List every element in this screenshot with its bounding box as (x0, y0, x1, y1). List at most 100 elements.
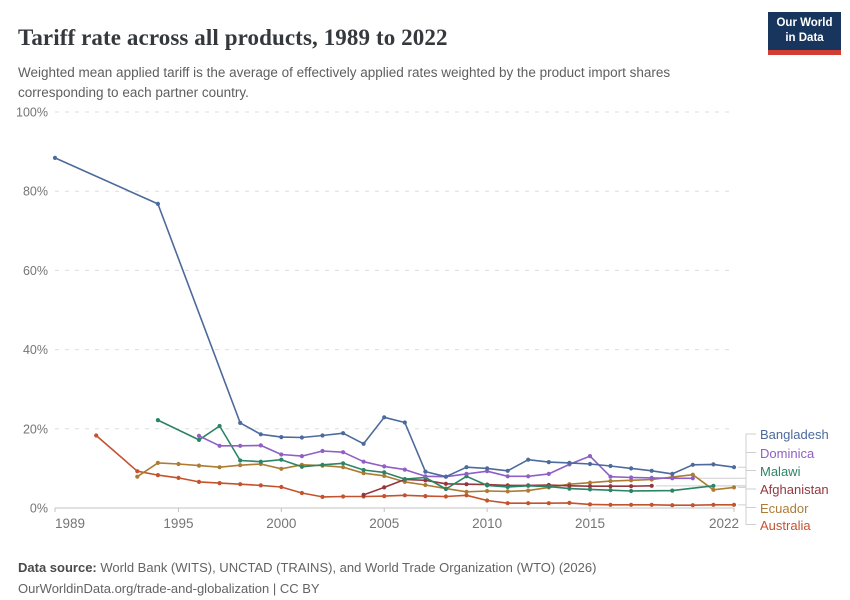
data-point-australia[interactable] (217, 481, 222, 486)
data-point-bangladesh[interactable] (402, 420, 407, 425)
data-point-australia[interactable] (135, 469, 140, 474)
data-point-malawi[interactable] (341, 461, 346, 466)
data-point-dominica[interactable] (649, 475, 654, 480)
legend-item-australia[interactable]: Australia (760, 517, 811, 533)
data-point-afghanistan[interactable] (361, 492, 366, 497)
data-point-malawi[interactable] (402, 477, 407, 482)
data-point-australia[interactable] (567, 500, 572, 505)
data-point-dominica[interactable] (196, 433, 202, 438)
data-point-malawi[interactable] (608, 488, 613, 493)
data-point-australia[interactable] (526, 501, 531, 506)
data-point-bangladesh[interactable] (423, 469, 428, 474)
data-point-ecuador[interactable] (238, 463, 243, 468)
data-point-bangladesh[interactable] (485, 466, 490, 471)
data-point-dominica[interactable] (587, 454, 593, 459)
data-point-malawi[interactable] (155, 418, 160, 423)
data-point-afghanistan[interactable] (382, 485, 387, 490)
data-point-bangladesh[interactable] (587, 461, 593, 467)
data-point-australia[interactable] (670, 503, 675, 508)
data-point-ecuador[interactable] (135, 474, 140, 479)
data-point-australia[interactable] (196, 479, 202, 484)
data-point-bangladesh[interactable] (52, 155, 58, 160)
data-point-malawi[interactable] (485, 483, 490, 488)
data-point-australia[interactable] (608, 502, 613, 507)
data-point-dominica[interactable] (546, 471, 551, 476)
data-point-dominica[interactable] (402, 467, 407, 472)
data-point-australia[interactable] (443, 494, 448, 499)
data-point-ecuador[interactable] (196, 463, 202, 468)
data-point-bangladesh[interactable] (258, 432, 263, 437)
data-point-bangladesh[interactable] (629, 466, 634, 471)
data-point-ecuador[interactable] (382, 473, 387, 478)
data-point-australia[interactable] (423, 494, 428, 499)
data-point-ecuador[interactable] (731, 485, 737, 490)
data-point-dominica[interactable] (238, 443, 243, 448)
data-point-bangladesh[interactable] (382, 415, 387, 420)
data-point-bangladesh[interactable] (526, 457, 531, 462)
data-point-australia[interactable] (711, 502, 716, 507)
data-point-bangladesh[interactable] (361, 441, 366, 446)
data-point-dominica[interactable] (299, 454, 304, 459)
data-point-malawi[interactable] (629, 488, 634, 494)
data-point-bangladesh[interactable] (155, 201, 160, 206)
legend-item-ecuador[interactable]: Ecuador (760, 500, 809, 516)
data-point-afghanistan[interactable] (587, 484, 593, 489)
data-point-bangladesh[interactable] (608, 463, 613, 469)
data-point-dominica[interactable] (217, 443, 222, 448)
data-point-ecuador[interactable] (464, 489, 469, 494)
data-point-malawi[interactable] (196, 437, 202, 442)
data-point-malawi[interactable] (505, 484, 510, 490)
data-point-malawi[interactable] (526, 483, 531, 488)
data-point-afghanistan[interactable] (443, 481, 448, 486)
data-point-malawi[interactable] (238, 458, 243, 463)
data-point-ecuador[interactable] (526, 488, 531, 493)
data-point-bangladesh[interactable] (320, 433, 325, 438)
data-point-dominica[interactable] (423, 474, 428, 479)
data-point-australia[interactable] (320, 494, 325, 499)
data-point-malawi[interactable] (279, 457, 284, 462)
data-point-ecuador[interactable] (423, 482, 428, 488)
data-point-australia[interactable] (731, 502, 737, 507)
data-point-bangladesh[interactable] (546, 460, 551, 465)
data-point-ecuador[interactable] (341, 465, 346, 470)
data-point-bangladesh[interactable] (279, 435, 284, 440)
data-point-bangladesh[interactable] (567, 460, 572, 465)
data-point-ecuador[interactable] (361, 471, 366, 476)
data-point-ecuador[interactable] (711, 487, 716, 492)
data-point-australia[interactable] (587, 502, 593, 507)
legend-item-dominica[interactable]: Dominica (760, 445, 815, 461)
data-point-australia[interactable] (649, 502, 654, 507)
data-point-bangladesh[interactable] (238, 420, 243, 425)
data-point-dominica[interactable] (505, 474, 510, 479)
data-point-malawi[interactable] (567, 486, 572, 491)
data-point-afghanistan[interactable] (629, 484, 634, 489)
data-point-bangladesh[interactable] (670, 471, 675, 476)
data-point-dominica[interactable] (258, 443, 263, 448)
data-point-malawi[interactable] (217, 423, 222, 429)
data-point-australia[interactable] (690, 503, 695, 508)
data-point-ecuador[interactable] (505, 489, 510, 494)
data-point-dominica[interactable] (670, 476, 675, 481)
data-point-afghanistan[interactable] (464, 482, 469, 487)
data-point-dominica[interactable] (464, 471, 469, 476)
data-point-malawi[interactable] (320, 462, 325, 467)
data-point-malawi[interactable] (382, 470, 387, 475)
data-point-dominica[interactable] (690, 476, 695, 481)
data-point-bangladesh[interactable] (731, 465, 737, 470)
data-point-dominica[interactable] (608, 474, 613, 479)
data-point-malawi[interactable] (711, 483, 716, 488)
data-point-ecuador[interactable] (176, 461, 181, 467)
data-point-malawi[interactable] (361, 467, 366, 473)
data-point-bangladesh[interactable] (299, 435, 304, 440)
data-point-bangladesh[interactable] (341, 431, 346, 436)
data-point-ecuador[interactable] (690, 472, 695, 477)
data-point-australia[interactable] (464, 493, 469, 498)
data-point-australia[interactable] (402, 493, 407, 498)
legend-item-bangladesh[interactable]: Bangladesh (760, 427, 829, 442)
data-point-malawi[interactable] (546, 484, 551, 489)
data-point-afghanistan[interactable] (608, 484, 613, 489)
data-point-australia[interactable] (238, 482, 243, 487)
data-point-bangladesh[interactable] (711, 462, 716, 467)
data-point-dominica[interactable] (526, 474, 531, 479)
legend-item-malawi[interactable]: Malawi (760, 463, 801, 479)
